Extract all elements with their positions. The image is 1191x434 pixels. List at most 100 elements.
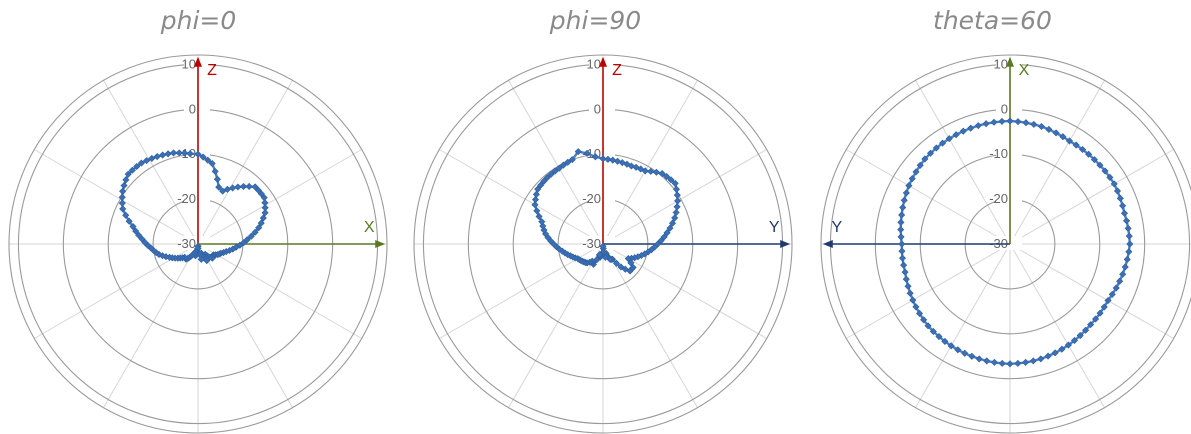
grid-spoke	[1009, 243, 1105, 408]
data-point	[1029, 357, 1037, 365]
data-point	[531, 201, 539, 209]
data-point	[1126, 240, 1134, 248]
data-point	[898, 247, 906, 255]
data-point	[941, 337, 949, 345]
grid-spoke	[103, 243, 199, 408]
data-point	[1106, 173, 1114, 181]
data-point	[1123, 255, 1131, 263]
data-point	[599, 155, 607, 163]
data-point	[959, 127, 967, 135]
data-point	[124, 170, 132, 178]
data-point	[138, 235, 146, 243]
grid-spoke	[915, 243, 1011, 408]
data-point	[905, 182, 913, 190]
axis-y-label: Y	[831, 219, 842, 236]
data-point	[143, 157, 151, 165]
data-point	[234, 183, 242, 191]
data-point	[1082, 326, 1090, 334]
data-point	[912, 303, 920, 311]
data-point	[641, 167, 649, 175]
axis-x-arrowhead	[375, 240, 386, 248]
data-point	[159, 151, 167, 159]
data-point	[137, 159, 145, 167]
grid-spoke	[1009, 243, 1174, 339]
data-point	[904, 282, 912, 290]
r-tick-label: 0	[189, 101, 196, 116]
data-point	[133, 162, 141, 171]
grid-spoke	[508, 243, 604, 408]
data-point	[261, 204, 269, 212]
data-point	[1125, 248, 1133, 256]
data-point	[215, 183, 223, 191]
axis-z-label: Z	[207, 62, 217, 79]
data-point	[908, 175, 916, 183]
data-point	[617, 263, 625, 271]
data-point	[543, 174, 551, 182]
data-point	[153, 152, 161, 161]
data-point	[1096, 161, 1104, 169]
data-point	[533, 207, 541, 215]
data-point	[990, 358, 998, 366]
data-point	[118, 199, 126, 207]
data-point	[926, 149, 935, 157]
data-point	[663, 229, 671, 237]
tick-label-bg	[184, 101, 210, 116]
data-point	[591, 153, 599, 161]
grid-spoke	[197, 80, 293, 245]
data-point	[251, 228, 259, 236]
data-point	[531, 196, 540, 204]
data-point	[547, 170, 555, 178]
data-point	[1014, 359, 1022, 367]
data-point	[915, 309, 924, 317]
data-point	[208, 159, 216, 168]
data-point	[120, 181, 128, 190]
data-point	[1076, 331, 1084, 340]
data-point	[1096, 309, 1104, 317]
data-point	[1092, 315, 1100, 323]
data-point	[1119, 270, 1127, 278]
data-point	[194, 150, 202, 158]
data-point	[924, 322, 932, 330]
data-point	[1022, 358, 1030, 366]
data-point	[148, 154, 156, 162]
data-point	[583, 149, 591, 157]
data-point	[1119, 202, 1127, 210]
data-point	[1116, 277, 1124, 285]
r-tick-label: -30	[177, 236, 196, 251]
data-point	[990, 118, 998, 126]
data-point	[673, 191, 681, 199]
data-point	[663, 172, 671, 181]
data-point	[952, 131, 960, 139]
data-point	[164, 150, 172, 158]
data-point	[897, 233, 905, 241]
data-point	[1100, 303, 1108, 311]
data-point	[239, 182, 248, 191]
data-point	[1037, 122, 1046, 131]
polar-chart-theta60: theta=60 10 0 -10 -20 -30 X Y	[794, 0, 1191, 434]
data-point	[1112, 284, 1120, 292]
data-point	[1022, 119, 1030, 127]
data-point	[259, 214, 267, 222]
data-point	[223, 185, 231, 193]
grid-spoke	[1009, 149, 1174, 245]
data-point	[975, 355, 983, 363]
data-point	[912, 168, 920, 176]
data-point	[532, 190, 540, 198]
data-point	[1006, 117, 1014, 125]
data-point	[920, 316, 928, 324]
data-point	[122, 176, 130, 184]
data-point	[1124, 224, 1132, 232]
data-point	[1110, 180, 1118, 188]
data-point	[1085, 150, 1093, 158]
axis-z-label: Z	[612, 62, 622, 79]
data-point	[932, 144, 940, 152]
data-point	[122, 211, 130, 219]
data-point	[947, 342, 955, 350]
data-point	[540, 177, 548, 185]
data-point	[983, 357, 991, 365]
data-point	[902, 275, 910, 283]
data-point	[538, 218, 546, 226]
tick-label-bg	[996, 191, 1022, 206]
data-point	[968, 352, 976, 360]
data-point	[672, 208, 680, 217]
